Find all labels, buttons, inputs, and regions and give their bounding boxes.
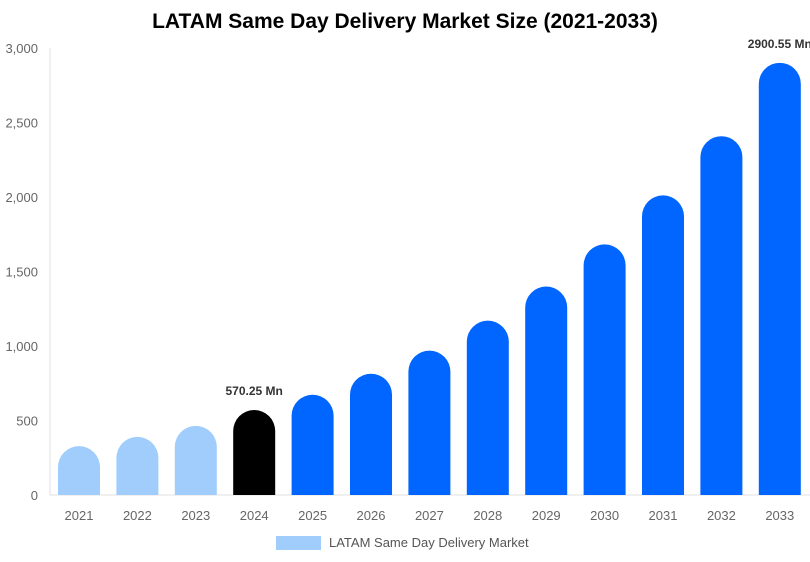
x-tick-label: 2022 (123, 508, 152, 523)
x-tick-label: 2033 (765, 508, 794, 523)
bar-2031[interactable] (642, 195, 684, 495)
chart-title: LATAM Same Day Delivery Market Size (202… (152, 10, 658, 33)
y-tick-label: 500 (16, 414, 38, 429)
bar-2033[interactable] (758, 62, 801, 495)
bar-2028[interactable] (466, 320, 509, 495)
bar-2024[interactable] (233, 410, 276, 495)
bar-2030[interactable] (583, 244, 626, 495)
y-tick-label: 0 (31, 488, 38, 503)
x-tick-label: 2028 (473, 508, 502, 523)
bar-2026[interactable] (350, 373, 392, 495)
data-label: 2900.55 Mn (748, 37, 810, 51)
y-tick-label: 3,000 (5, 41, 38, 56)
bar-2022[interactable] (116, 436, 159, 495)
legend-swatch (276, 535, 321, 550)
y-tick-label: 1,500 (5, 265, 38, 280)
x-tick-label: 2026 (357, 508, 386, 523)
data-label: 570.25 Mn (226, 384, 283, 398)
x-tick-label: 2029 (532, 508, 561, 523)
legend-label: LATAM Same Day Delivery Market (329, 535, 529, 550)
bar-2032[interactable] (700, 136, 743, 495)
y-tick-label: 2,000 (5, 190, 38, 205)
bar-2029[interactable] (525, 286, 568, 495)
bar-2023[interactable] (174, 425, 217, 495)
x-tick-label: 2027 (415, 508, 444, 523)
bar-2027[interactable] (408, 350, 451, 495)
y-tick-label: 2,500 (5, 116, 38, 131)
bar-2021[interactable] (58, 446, 100, 495)
x-tick-label: 2024 (240, 508, 269, 523)
x-tick-label: 2023 (181, 508, 210, 523)
x-tick-label: 2021 (65, 508, 94, 523)
x-tick-label: 2030 (590, 508, 619, 523)
x-tick-label: 2025 (298, 508, 327, 523)
bar-2025[interactable] (291, 394, 334, 495)
x-tick-label: 2032 (707, 508, 736, 523)
y-tick-label: 1,000 (5, 339, 38, 354)
x-tick-label: 2031 (649, 508, 678, 523)
legend[interactable]: LATAM Same Day Delivery Market (276, 535, 529, 550)
